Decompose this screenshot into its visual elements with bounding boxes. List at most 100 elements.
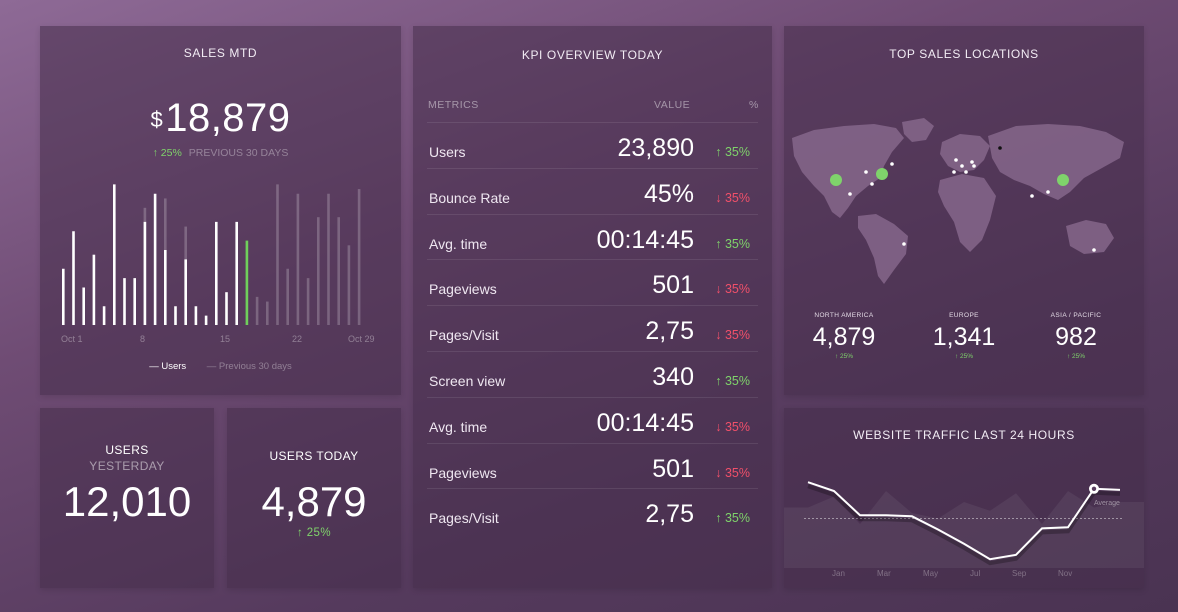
users-today-title: USERS TODAY: [269, 449, 359, 463]
bar-users-17[interactable]: [235, 221, 238, 325]
kpi-header-pct: %: [749, 99, 759, 111]
sales-value: $18,879: [40, 96, 401, 141]
world-map: [792, 118, 1124, 284]
kpi-metric-value: 2,75: [645, 317, 694, 346]
bar-users-0[interactable]: [62, 268, 65, 325]
map-marker-minor-10[interactable]: [1030, 194, 1034, 198]
map-marker-minor-0[interactable]: [864, 170, 868, 174]
map-marker-minor-5[interactable]: [960, 164, 964, 168]
kpi-row[interactable]: Avg. time 00:14:45 ↑ 35%: [427, 213, 758, 261]
bar-users-7[interactable]: [133, 278, 136, 325]
top-sales-locations-panel: TOP SALES LOCATIONS NORTH AMERICA 4,879 …: [784, 26, 1144, 395]
traffic-xlabel-0: Jan: [832, 569, 845, 578]
kpi-row[interactable]: Pageviews 501 ↓ 35%: [427, 442, 758, 490]
legend-users[interactable]: — Users: [149, 361, 187, 372]
kpi-metric-change: ↑ 35%: [715, 511, 750, 526]
bar-users-1[interactable]: [72, 231, 75, 325]
kpi-metric-value: 501: [652, 454, 694, 483]
map-marker-minor-4[interactable]: [954, 158, 958, 162]
kpi-metric-value: 501: [652, 271, 694, 300]
kpi-metric-change: ↑ 35%: [715, 145, 750, 159]
traffic-xlabel-3: Jul: [970, 569, 981, 578]
legend-previous[interactable]: — Previous 30 days: [206, 361, 292, 372]
map-marker-minor-6[interactable]: [964, 170, 968, 174]
kpi-metric-label: Pages/Visit: [429, 510, 499, 527]
traffic-xlabel-4: Sep: [1012, 569, 1027, 578]
kpi-metric-change: ↓ 35%: [715, 282, 750, 297]
sales-amount: 18,879: [165, 96, 291, 140]
bar-users-18[interactable]: [245, 240, 249, 325]
bar-users-5[interactable]: [113, 184, 116, 325]
map-marker-minor-3[interactable]: [848, 192, 852, 196]
map-marker-major-1[interactable]: [876, 168, 888, 180]
kpi-metric-value: 45%: [643, 179, 694, 208]
traffic-line[interactable]: [807, 481, 1121, 561]
bar-users-9[interactable]: [153, 193, 157, 325]
map-australia: [1066, 220, 1114, 254]
map-marker-minor-1[interactable]: [870, 182, 874, 186]
bar-users-12[interactable]: [184, 259, 187, 325]
users-yesterday-subtitle: YESTERDAY: [89, 459, 165, 473]
kpi-metric-label: Pageviews: [429, 281, 497, 298]
map-marker-minor-8[interactable]: [952, 170, 956, 174]
bar-users-8[interactable]: [143, 221, 147, 325]
region-value: 4,879: [812, 323, 876, 351]
users-yesterday-value: 12,010: [62, 478, 192, 525]
map-marker-minor-2[interactable]: [890, 162, 894, 166]
kpi-row[interactable]: Pages/Visit 2,75 ↓ 35%: [427, 305, 758, 352]
bar-users-11[interactable]: [174, 306, 177, 325]
users-today-panel: USERS TODAY 4,879 ↑ 25%: [227, 408, 401, 588]
website-traffic-panel: WEBSITE TRAFFIC LAST 24 HOURS Average Ja…: [784, 408, 1144, 588]
kpi-row[interactable]: Avg. time 00:14:45 ↓ 35%: [427, 396, 758, 444]
kpi-metric-label: Bounce Rate: [429, 189, 510, 206]
map-south-america: [858, 214, 908, 284]
kpi-row[interactable]: Screen view 340 ↑ 35%: [427, 351, 758, 398]
map-marker-minor-9[interactable]: [970, 160, 974, 164]
bar-users-10[interactable]: [164, 250, 167, 325]
map-marker-minor-13[interactable]: [1092, 248, 1096, 252]
bar-users-16[interactable]: [225, 292, 228, 325]
bar-users-6[interactable]: [123, 278, 126, 325]
map-marker-major-2[interactable]: [1057, 174, 1069, 186]
kpi-metric-value: 00:14:45: [596, 408, 694, 437]
bar-users-14[interactable]: [204, 315, 208, 325]
sales-xlabel-4: Oct 29: [348, 334, 375, 344]
kpi-metric-change: ↓ 35%: [715, 190, 750, 205]
kpi-row[interactable]: Users 23,890 ↑ 35%: [427, 122, 758, 169]
bar-users-15[interactable]: [215, 221, 218, 325]
map-marker-minor-14[interactable]: [998, 146, 1002, 150]
bar-users-3[interactable]: [92, 254, 96, 325]
traffic-xlabel-5: Nov: [1058, 569, 1073, 578]
kpi-row[interactable]: Pages/Visit 2,75 ↑ 35%: [427, 488, 758, 535]
traffic-xlabel-2: May: [923, 569, 939, 578]
bar-users-4[interactable]: [102, 306, 106, 325]
users-yesterday-panel: USERS YESTERDAY 12,010: [40, 408, 214, 588]
bar-users-13[interactable]: [194, 306, 198, 325]
kpi-row[interactable]: Pageviews 501 ↓ 35%: [427, 259, 758, 306]
bar-previous-22: [286, 268, 289, 325]
kpi-row[interactable]: Bounce Rate 45% ↓ 35%: [427, 167, 758, 215]
traffic-background-area: [784, 491, 1144, 568]
sales-compare-label: PREVIOUS 30 DAYS: [188, 147, 289, 159]
kpi-metric-change: ↑ 35%: [715, 374, 750, 388]
region-name: ASIA / PACIFIC: [1050, 312, 1102, 319]
bar-previous-21: [276, 184, 279, 325]
users-today-value: 4,879: [261, 478, 367, 525]
currency-symbol: $: [150, 107, 164, 132]
map-marker-minor-12[interactable]: [902, 242, 906, 246]
kpi-metric-label: Pageviews: [429, 464, 497, 481]
kpi-metric-value: 2,75: [645, 500, 694, 529]
kpi-header-value: VALUE: [654, 99, 691, 111]
locations-title: TOP SALES LOCATIONS: [889, 47, 1039, 61]
map-marker-minor-11[interactable]: [1046, 190, 1050, 194]
region-change: ↑ 25%: [834, 353, 854, 360]
kpi-metric-value: 340: [652, 363, 694, 391]
kpi-metric-value: 23,890: [617, 134, 694, 162]
region-north-america: NORTH AMERICA 4,879 ↑ 25%: [794, 312, 894, 360]
bar-previous-27: [337, 217, 340, 325]
map-marker-minor-7[interactable]: [972, 164, 976, 168]
traffic-title: WEBSITE TRAFFIC LAST 24 HOURS: [853, 428, 1075, 442]
map-marker-major-0[interactable]: [830, 174, 842, 186]
bar-previous-24: [306, 278, 310, 325]
bar-users-2[interactable]: [82, 287, 85, 326]
